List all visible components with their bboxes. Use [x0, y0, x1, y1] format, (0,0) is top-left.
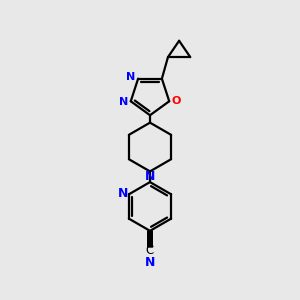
Text: N: N	[119, 97, 128, 107]
Text: N: N	[145, 170, 155, 183]
Text: C: C	[146, 244, 154, 257]
Text: N: N	[126, 72, 135, 82]
Text: O: O	[171, 96, 180, 106]
Text: N: N	[118, 187, 128, 200]
Text: N: N	[145, 256, 155, 269]
